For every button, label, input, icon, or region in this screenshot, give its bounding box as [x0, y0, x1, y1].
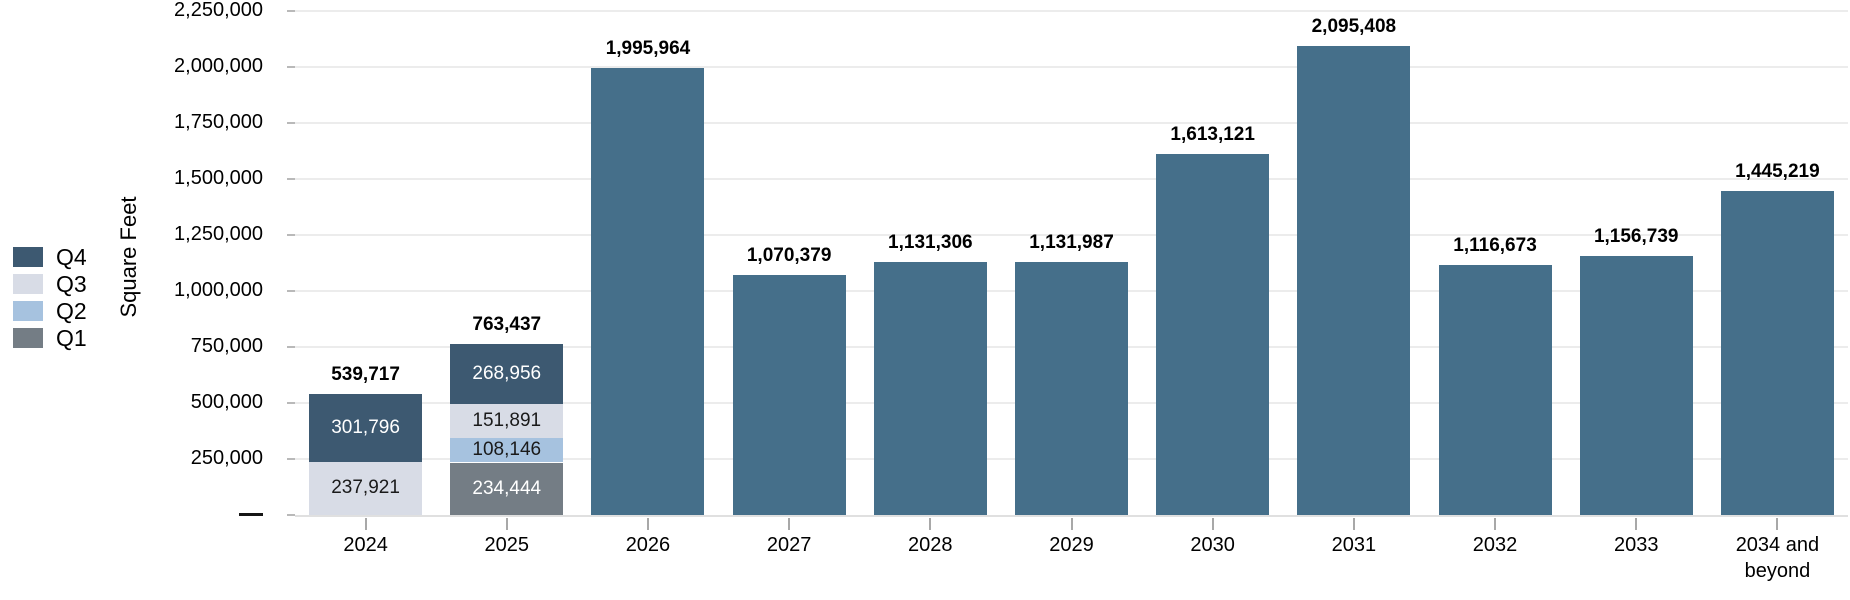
x-axis-label: 2024: [343, 534, 388, 556]
legend-label: Q1: [56, 325, 87, 351]
x-axis-label: 2026: [625, 534, 671, 556]
bar-segment-q1: [450, 462, 564, 515]
bar-segment-q2: [450, 438, 564, 463]
bar: [732, 275, 846, 515]
bar-segment-q3: [450, 404, 564, 439]
x-axis-label: 2029: [1049, 534, 1094, 556]
gridline: [295, 178, 1848, 181]
x-tick-mark: [1211, 518, 1214, 530]
bar-total-label: 1,995,964: [605, 38, 691, 60]
segment-value-label: 234,444: [472, 477, 542, 499]
segment-value-label: 301,796: [331, 416, 400, 438]
x-axis-label: 2034 and beyond: [1735, 534, 1820, 582]
y-tick-label: 2,250,000: [174, 0, 263, 22]
legend-label: Q4: [56, 244, 87, 270]
legend-item-q4: Q4: [13, 244, 87, 270]
x-tick-mark: [1494, 518, 1497, 530]
x-tick-mark: [1635, 518, 1638, 530]
y-tick-mark: [287, 402, 295, 405]
bar-total-label: 1,445,219: [1735, 161, 1820, 183]
x-tick-mark: [1776, 518, 1779, 530]
bar: [1015, 261, 1128, 515]
bar-total-label: 1,156,739: [1593, 225, 1679, 247]
bar-segment-q3: [309, 461, 423, 515]
legend-swatch-q2: [13, 301, 43, 321]
x-axis-label: 2028: [908, 534, 953, 556]
y-tick-label: 1,250,000: [174, 223, 263, 246]
bar: [1438, 264, 1552, 515]
x-tick-mark: [364, 518, 367, 530]
y-tick-zero-dash: [239, 513, 263, 516]
y-tick-label: 1,750,000: [174, 111, 263, 134]
y-tick-mark: [287, 458, 295, 461]
bar-total-label: 1,613,121: [1170, 123, 1255, 145]
y-tick-label: 250,000: [190, 447, 263, 470]
y-tick-label: 1,000,000: [174, 279, 263, 302]
bar: [1579, 255, 1693, 515]
legend-swatch-q4: [13, 247, 43, 267]
x-axis-label: 2027: [766, 534, 812, 556]
legend-item-q3: Q3: [13, 271, 87, 297]
x-tick-mark: [929, 518, 932, 530]
y-tick-mark: [287, 122, 295, 125]
gridline: [295, 122, 1848, 125]
legend: Q4 Q3 Q2 Q1: [13, 244, 87, 355]
bar-segment-q4: [309, 394, 423, 462]
bar: [1720, 191, 1834, 515]
legend-label: Q2: [56, 298, 87, 324]
gridline: [295, 66, 1848, 69]
segment-value-label: 151,891: [472, 410, 542, 432]
y-tick-mark: [287, 178, 295, 181]
x-tick-mark: [646, 518, 649, 530]
x-axis-label: 2031: [1331, 534, 1377, 556]
legend-item-q1: Q1: [13, 325, 87, 351]
y-tick-label: 500,000: [190, 391, 263, 414]
y-tick-mark: [287, 346, 295, 349]
x-axis-label: 2033: [1613, 534, 1659, 556]
bar-total-label: 1,131,987: [1029, 231, 1114, 253]
gridline: [295, 234, 1848, 237]
x-axis-label: 2032: [1472, 534, 1518, 556]
bar-total-label: 1,131,306: [888, 231, 973, 253]
legend-swatch-q1: [13, 328, 43, 348]
segment-value-label: 237,921: [331, 477, 400, 499]
y-tick-label: 2,000,000: [174, 55, 263, 78]
bar: [1156, 153, 1270, 515]
gridline: [295, 10, 1848, 13]
bar: [1297, 45, 1411, 515]
x-axis-label: 2025: [484, 534, 530, 556]
bar-total-label: 1,070,379: [746, 245, 832, 267]
bar: [873, 261, 987, 515]
bar-total-label: 2,095,408: [1311, 15, 1397, 37]
legend-item-q2: Q2: [13, 298, 87, 324]
bar-total-label: 1,116,673: [1453, 234, 1537, 256]
bar: [591, 68, 705, 515]
x-tick-mark: [1352, 518, 1355, 530]
y-tick-label: 1,500,000: [174, 167, 263, 190]
segment-value-label: 108,146: [472, 439, 542, 461]
segment-value-label: 268,956: [472, 363, 542, 385]
x-tick-mark: [1070, 518, 1073, 530]
y-tick-mark: [287, 10, 295, 13]
y-tick-mark: [287, 234, 295, 237]
bar-total-label: 539,717: [331, 364, 400, 386]
legend-label: Q3: [56, 271, 87, 297]
y-tick-label: 750,000: [190, 335, 263, 358]
x-axis-label: 2030: [1190, 534, 1235, 556]
legend-swatch-q3: [13, 274, 43, 294]
y-tick-mark: [287, 66, 295, 69]
y-tick-mark: [287, 514, 295, 516]
x-axis-line: [295, 515, 1848, 517]
bar-segment-q4: [450, 344, 564, 405]
bar-total-label: 763,437: [472, 314, 542, 336]
y-tick-mark: [287, 290, 295, 293]
x-tick-mark: [788, 518, 791, 530]
x-tick-mark: [505, 518, 508, 530]
